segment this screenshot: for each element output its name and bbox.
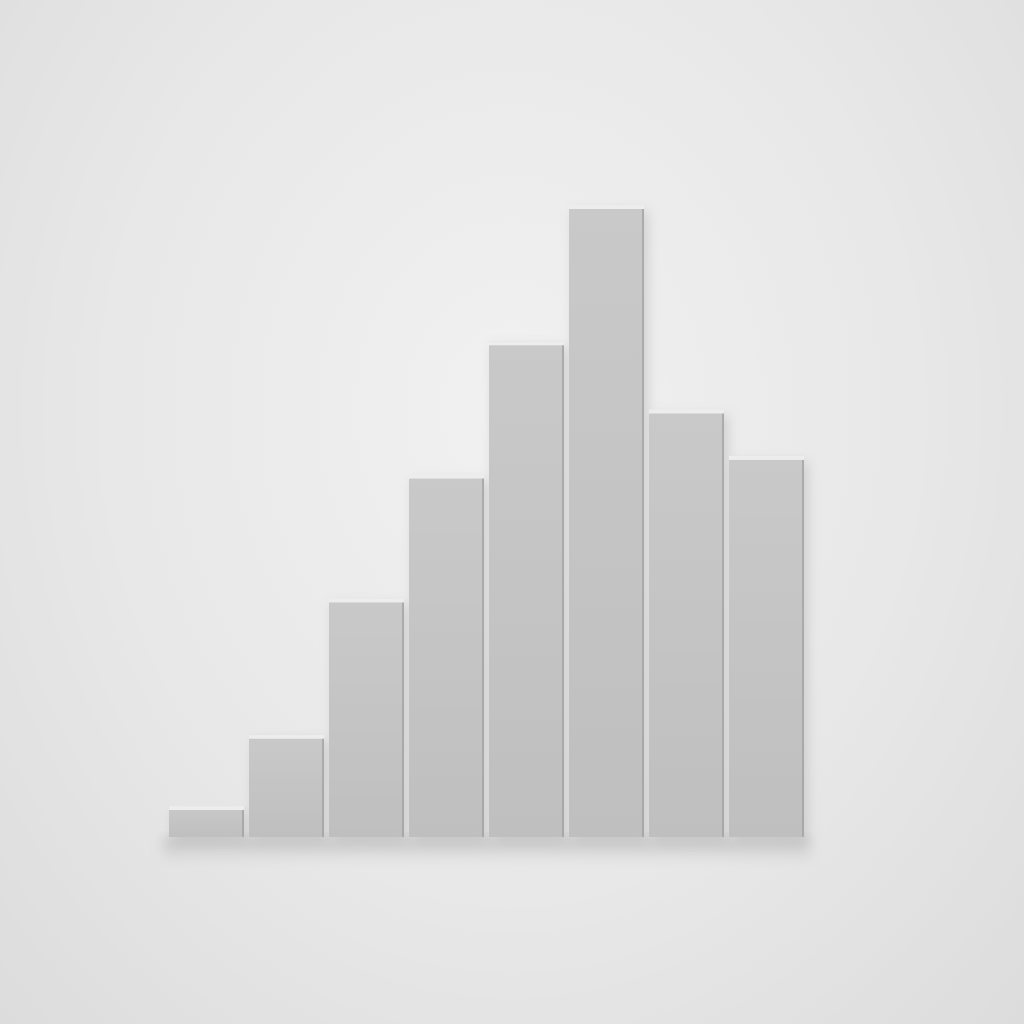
- bar-face: [169, 806, 244, 837]
- bar: [169, 806, 244, 837]
- bar-side-edge: [322, 738, 324, 837]
- bar-top-edge: [649, 409, 724, 414]
- bar: [329, 598, 404, 837]
- bar-face: [329, 598, 404, 837]
- bar-side-edge: [802, 459, 804, 837]
- bar-side-edge: [482, 478, 484, 837]
- bar-side-edge: [722, 413, 724, 837]
- bar: [249, 734, 324, 837]
- bar-side-edge: [562, 345, 564, 837]
- bar: [489, 341, 564, 837]
- bar-side-edge: [242, 810, 244, 837]
- bar-top-edge: [169, 806, 244, 811]
- bar-face: [249, 734, 324, 837]
- bar-top-edge: [729, 455, 804, 460]
- bar-top-edge: [329, 598, 404, 603]
- bar: [649, 409, 724, 837]
- bar-face: [409, 474, 484, 837]
- bar-top-edge: [249, 734, 324, 739]
- bar: [569, 205, 644, 837]
- bar-top-edge: [409, 474, 484, 479]
- bar-side-edge: [642, 209, 644, 837]
- bar-top-edge: [569, 205, 644, 209]
- bars-group: [169, 205, 804, 837]
- bar-face: [649, 409, 724, 837]
- bar-face: [569, 205, 644, 837]
- bar-face: [489, 341, 564, 837]
- bar: [409, 474, 484, 837]
- bar-face: [729, 455, 804, 837]
- bar-top-edge: [489, 341, 564, 346]
- bar: [729, 455, 804, 837]
- bar-side-edge: [402, 602, 404, 837]
